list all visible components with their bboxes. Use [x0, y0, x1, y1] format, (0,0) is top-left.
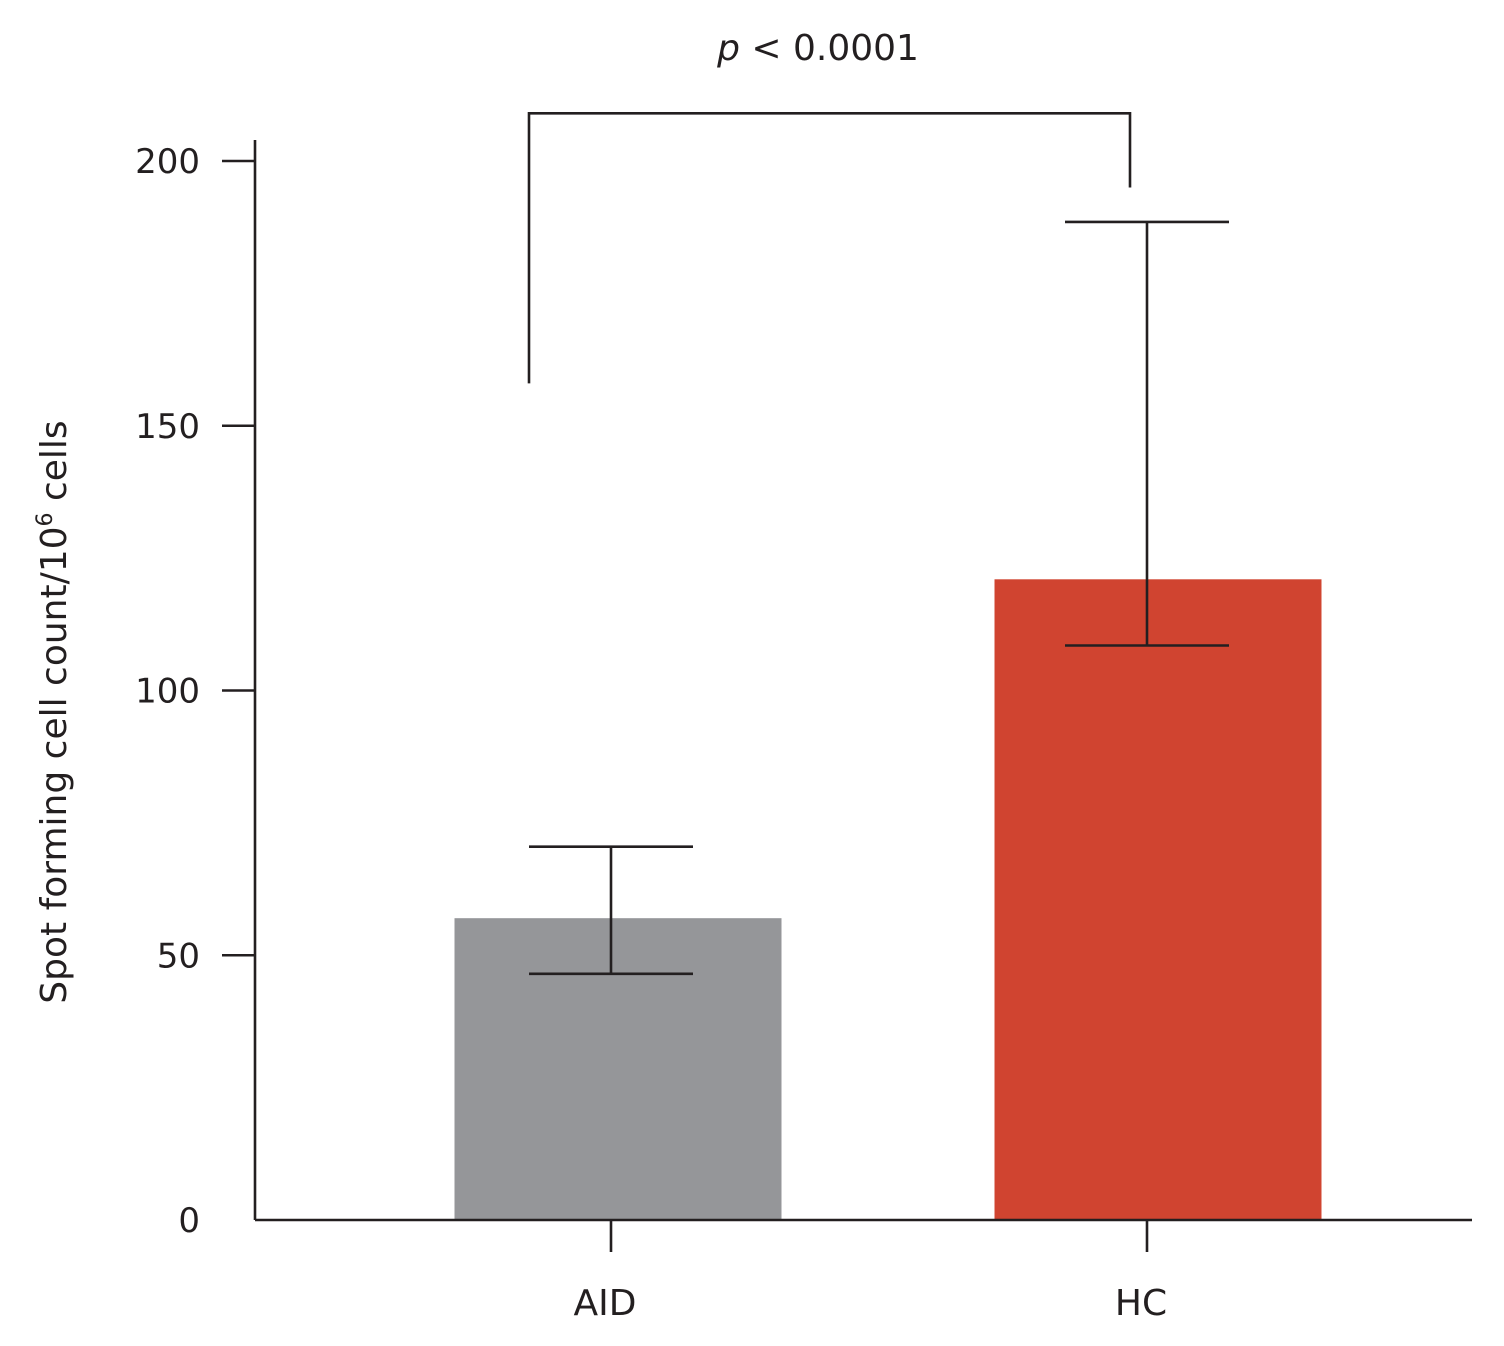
axes-group: [253, 140, 1472, 1222]
y-axis-label: Spot forming cell count/106 cells: [33, 420, 75, 1003]
x-ticks-group: AID HC: [574, 1220, 1167, 1324]
y-axis-label-superscript: 6: [33, 512, 58, 526]
p-value-symbol: p: [716, 28, 740, 69]
significance-bracket-group: [527, 112, 1132, 384]
y-axis-label-main: Spot forming cell count/10: [34, 526, 75, 1003]
bar-aid: [454, 918, 782, 1220]
p-value-label: p < 0.0001: [716, 28, 919, 69]
y-ticks-group: 0 50 100 150 200: [135, 142, 255, 1241]
x-tick-label-hc: HC: [1115, 1283, 1167, 1324]
y-axis-label-suffix: cells: [34, 420, 75, 512]
error-bars-group: [529, 220, 1229, 976]
y-tick-label-150: 150: [135, 407, 200, 447]
y-tick-label-200: 200: [135, 142, 200, 182]
bar-hc: [994, 579, 1322, 1220]
y-tick-label-100: 100: [135, 672, 200, 712]
significance-bracket: [527, 112, 1132, 384]
x-tick-label-aid: AID: [574, 1283, 637, 1324]
p-value-text: < 0.0001: [740, 28, 919, 69]
y-tick-label-50: 50: [157, 936, 200, 976]
y-tick-label-0: 0: [178, 1201, 200, 1241]
bars-group: [454, 579, 1322, 1220]
